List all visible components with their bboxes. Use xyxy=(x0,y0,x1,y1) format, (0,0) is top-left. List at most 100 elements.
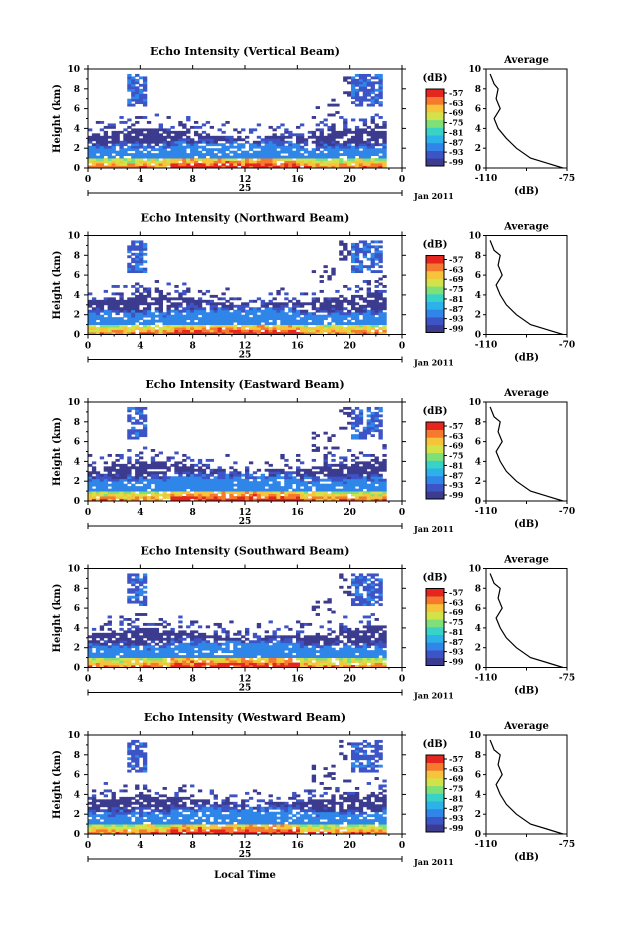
profile-line xyxy=(489,573,564,669)
profile-y-tick-label: 6 xyxy=(475,271,481,281)
colorbar-swatch xyxy=(426,611,444,620)
y-tick-label: 2 xyxy=(74,144,80,154)
colorbar-swatch xyxy=(426,158,444,167)
panel-title: Echo Intensity (Southward Beam) xyxy=(141,545,350,558)
heatmap-cells xyxy=(88,73,387,169)
colorbar-unit: (dB) xyxy=(423,739,448,750)
profile-frame xyxy=(485,235,568,335)
x-tick-label: 16 xyxy=(291,342,304,352)
panel-3: Echo Intensity (Eastward Beam) 0 2 4 6 8 10 Hei… xyxy=(52,378,575,534)
y-tick-label: 6 xyxy=(74,771,80,781)
colorbar-swatch xyxy=(426,468,444,477)
colorbar-swatch xyxy=(426,793,444,802)
x-tick-label: 0 xyxy=(85,841,91,851)
colorbar-swatch xyxy=(426,475,444,484)
y-tick-label: 10 xyxy=(67,398,80,408)
profile-title: Average xyxy=(503,388,549,399)
profile-x-label: (dB) xyxy=(514,353,539,364)
y-tick-label: 4 xyxy=(74,790,80,800)
colorbar-swatch xyxy=(426,263,444,272)
colorbar-swatch xyxy=(426,603,444,612)
colorbar-tick-label: -63 xyxy=(449,431,464,441)
colorbar-swatch xyxy=(426,778,444,787)
y-axis-label: Height (km) xyxy=(52,750,63,819)
colorbar-tick-label: -99 xyxy=(449,324,464,334)
panel-1: Echo Intensity (Vertical Beam) 0 2 4 6 8 10 Hei… xyxy=(52,45,575,201)
date-label: 25 xyxy=(239,850,252,860)
colorbar-swatch xyxy=(426,650,444,659)
y-tick-label: 8 xyxy=(74,85,80,95)
profile-y-tick-label: 0 xyxy=(475,664,481,674)
colorbar-swatch xyxy=(426,445,444,454)
colorbar-tick-label: -99 xyxy=(449,157,464,167)
colorbar-tick-label: -57 xyxy=(449,88,463,98)
colorbar-tick-label: -99 xyxy=(449,823,464,833)
colorbar-swatch xyxy=(426,422,444,430)
colorbar-swatch xyxy=(426,627,444,635)
y-tick-label: 10 xyxy=(67,65,80,75)
profile-x-tick-label: -110 xyxy=(475,341,498,351)
date-suffix: Jan 2011 xyxy=(413,691,454,701)
profile-y-tick-label: 8 xyxy=(475,85,481,95)
profile-y-tick-label: 10 xyxy=(468,398,481,408)
colorbar-frame xyxy=(425,754,445,833)
colorbar-unit: (dB) xyxy=(423,406,448,417)
y-tick-label: 6 xyxy=(74,604,80,614)
heatmap-cells xyxy=(88,739,387,835)
x-tick-label: 0 xyxy=(399,175,405,185)
profile-x-label: (dB) xyxy=(514,686,539,697)
colorbar-tick-label: -75 xyxy=(449,617,463,627)
colorbar-swatch xyxy=(426,437,444,446)
colorbar-tick-label: -99 xyxy=(449,490,464,500)
colorbar-swatch xyxy=(426,808,444,817)
profile-y-tick-label: 4 xyxy=(475,624,481,634)
profile-y-tick-label: 2 xyxy=(475,477,481,487)
date-suffix: Jan 2011 xyxy=(413,358,454,368)
y-tick-label: 10 xyxy=(67,565,80,575)
y-tick-label: 10 xyxy=(67,731,80,741)
colorbar-tick-label: -75 xyxy=(449,118,463,128)
heatmap-cells xyxy=(88,240,387,335)
y-tick-label: 8 xyxy=(74,418,80,428)
y-tick-label: 2 xyxy=(74,810,80,820)
x-tick-label: 12 xyxy=(239,342,252,352)
colorbar-swatch xyxy=(426,452,444,461)
profile-frame xyxy=(485,734,568,835)
profile-y-tick-label: 4 xyxy=(475,291,481,301)
x-tick-label: 12 xyxy=(239,508,252,518)
colorbar-swatch xyxy=(426,460,444,469)
colorbar-tick-label: -87 xyxy=(449,470,463,480)
colorbar-swatch xyxy=(426,278,444,287)
profile-y-tick-label: 6 xyxy=(475,604,481,614)
y-tick-label: 4 xyxy=(74,457,80,467)
profile-y-tick-label: 10 xyxy=(468,565,481,575)
colorbar-tick-label: -69 xyxy=(449,108,464,118)
profile-y-tick-label: 10 xyxy=(468,65,481,75)
y-tick-label: 6 xyxy=(74,271,80,281)
x-tick-label: 16 xyxy=(291,175,304,185)
profile-y-tick-label: 2 xyxy=(475,810,481,820)
profile-frame xyxy=(485,401,568,502)
x-tick-label: 0 xyxy=(399,675,405,685)
panel-title: Echo Intensity (Westward Beam) xyxy=(144,711,346,724)
profile-x-tick-label: -70 xyxy=(559,507,575,517)
colorbar-tick-label: -81 xyxy=(449,793,463,803)
colorbar-unit: (dB) xyxy=(423,573,448,584)
panel-5: Echo Intensity (Westward Beam) 0 2 4 6 8 10 Hei… xyxy=(52,711,575,867)
profile-line xyxy=(489,739,564,835)
y-tick-label: 2 xyxy=(74,644,80,654)
colorbar-tick-label: -57 xyxy=(449,754,463,764)
colorbar-swatch xyxy=(426,634,444,643)
panel-2: Echo Intensity (Northward Beam) 0 2 4 6 8 10 He… xyxy=(52,212,575,368)
y-axis-label: Height (km) xyxy=(52,584,63,653)
colorbar-tick-label: -57 xyxy=(449,588,463,598)
colorbar-swatch xyxy=(426,483,444,492)
colorbar-tick-label: -57 xyxy=(449,255,463,265)
colorbar-tick-label: -93 xyxy=(449,314,464,324)
bottom-axis-label: Local Time xyxy=(214,870,276,881)
colorbar-swatch xyxy=(426,596,444,605)
x-tick-label: 8 xyxy=(190,175,196,185)
colorbar-swatch xyxy=(426,801,444,810)
colorbar-unit: (dB) xyxy=(423,73,448,84)
